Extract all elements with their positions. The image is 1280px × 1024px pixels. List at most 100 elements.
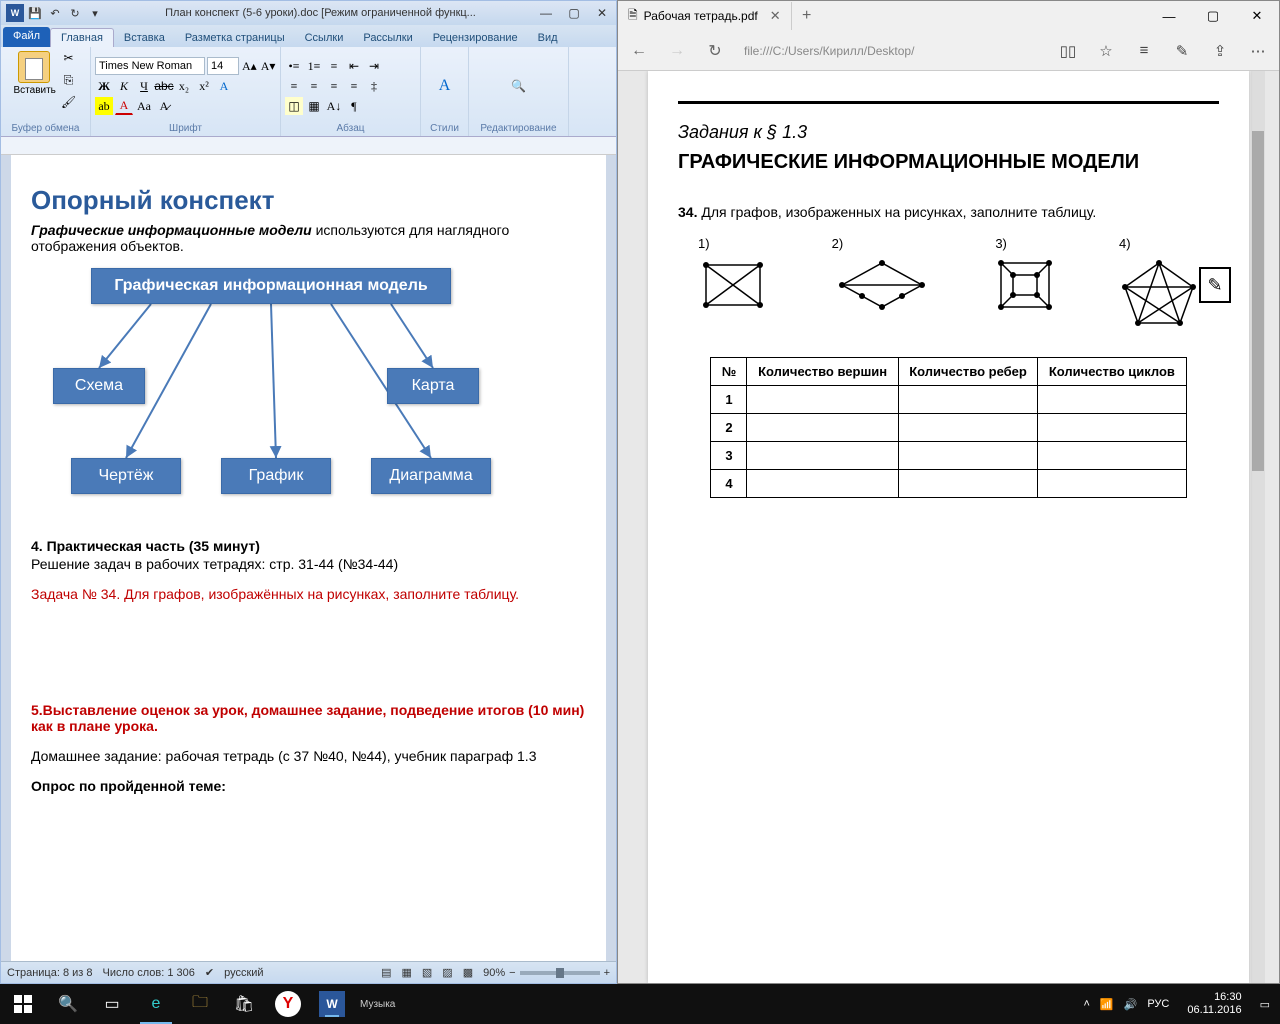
font-color-icon[interactable]: A — [115, 97, 133, 115]
tray-chevron-icon[interactable]: ˄ — [1083, 998, 1089, 1010]
highlight-icon[interactable]: ab — [95, 97, 113, 115]
superscript-button[interactable]: x² — [195, 77, 213, 95]
browser-tab[interactable]: 🗎 Рабочая тетрадь.pdf ✕ — [618, 2, 792, 30]
line-spacing-icon[interactable]: ‡ — [365, 77, 383, 95]
font-name-input[interactable] — [95, 57, 205, 75]
tab-links[interactable]: Ссылки — [295, 29, 354, 47]
refresh-button[interactable]: ↻ — [700, 36, 730, 66]
sort-icon[interactable]: A↓ — [325, 97, 343, 115]
favorite-icon[interactable]: ☆ — [1091, 36, 1121, 66]
undo-icon[interactable]: ↶ — [46, 4, 64, 22]
status-page[interactable]: Страница: 8 из 8 — [7, 967, 93, 979]
taskbar-word-icon[interactable]: W — [319, 991, 345, 1017]
pdf-scrollbar[interactable] — [1251, 71, 1265, 983]
new-tab-button[interactable]: + — [792, 7, 822, 25]
task-text: Для графов, изображенных на рисунках, за… — [701, 204, 1096, 220]
tray-volume-icon[interactable]: 🔊 — [1124, 998, 1138, 1011]
taskbar-explorer-icon[interactable]: 🗀 — [178, 984, 222, 1024]
align-left-icon[interactable]: ≡ — [285, 77, 303, 95]
cut-icon[interactable]: ✂ — [60, 49, 78, 67]
grow-font-icon[interactable]: A▴ — [241, 57, 258, 75]
th-vertices: Количество вершин — [747, 358, 898, 386]
italic-button[interactable]: К — [115, 77, 133, 95]
tab-view[interactable]: Вид — [528, 29, 568, 47]
notifications-icon[interactable]: ▭ — [1260, 998, 1270, 1011]
search-icon[interactable]: 🔍 — [46, 984, 90, 1024]
status-words[interactable]: Число слов: 1 306 — [103, 967, 195, 979]
redo-icon[interactable]: ↻ — [66, 4, 84, 22]
zoom-out-icon[interactable]: − — [509, 967, 515, 979]
tab-insert[interactable]: Вставка — [114, 29, 175, 47]
font-size-input[interactable] — [207, 57, 239, 75]
minimize-button[interactable]: — — [532, 3, 560, 23]
edge-minimize-button[interactable]: — — [1147, 2, 1191, 30]
pdf-viewport[interactable]: Задания к § 1.3 ГРАФИЧЕСКИЕ ИНФОРМАЦИОНН… — [618, 71, 1279, 983]
borders-icon[interactable]: ▦ — [305, 97, 323, 115]
view-web-icon[interactable]: ▧ — [422, 966, 432, 979]
taskbar-store-icon[interactable]: 🛍 — [222, 984, 266, 1024]
forward-button[interactable]: → — [662, 36, 692, 66]
strike-button[interactable]: abc — [155, 77, 173, 95]
styles-icon[interactable]: A — [430, 71, 460, 101]
hub-icon[interactable]: ≡ — [1129, 36, 1159, 66]
subscript-button[interactable]: x₂ — [175, 77, 193, 95]
align-right-icon[interactable]: ≡ — [325, 77, 343, 95]
edge-close-button[interactable]: ✕ — [1235, 2, 1279, 30]
taskbar-yandex-icon[interactable]: Y — [275, 991, 301, 1017]
change-case-icon[interactable]: Aa — [135, 97, 153, 115]
bold-button[interactable]: Ж — [95, 77, 113, 95]
task-view-icon[interactable]: ▭ — [90, 984, 134, 1024]
show-marks-icon[interactable]: ¶ — [345, 97, 363, 115]
tab-layout[interactable]: Разметка страницы — [175, 29, 295, 47]
address-bar[interactable]: file:///C:/Users/Кирилл/Desktop/ — [738, 44, 1045, 58]
indent-right-icon[interactable]: ⇥ — [365, 57, 383, 75]
copy-icon[interactable]: ⎘ — [60, 71, 78, 89]
view-print-icon[interactable]: ▤ — [381, 966, 391, 979]
reading-view-icon[interactable]: ▯▯ — [1053, 36, 1083, 66]
shrink-font-icon[interactable]: A▾ — [260, 57, 277, 75]
justify-icon[interactable]: ≡ — [345, 77, 363, 95]
save-icon[interactable]: 💾 — [26, 4, 44, 22]
notes-icon[interactable]: ✎ — [1167, 36, 1197, 66]
multilevel-icon[interactable]: ≡ — [325, 57, 343, 75]
paste-button[interactable]: Вставить — [14, 49, 54, 105]
start-button[interactable] — [0, 984, 46, 1024]
align-center-icon[interactable]: ≡ — [305, 77, 323, 95]
clock[interactable]: 16:30 06.11.2016 — [1179, 991, 1249, 1017]
zoom-control[interactable]: 90% − + — [483, 967, 610, 979]
format-painter-icon[interactable]: 🖌 — [60, 93, 78, 111]
maximize-button[interactable]: ▢ — [560, 3, 588, 23]
tray-wifi-icon[interactable]: 📶 — [1100, 998, 1114, 1011]
view-read-icon[interactable]: ▦ — [401, 966, 411, 979]
indent-left-icon[interactable]: ⇤ — [345, 57, 363, 75]
status-spell-icon[interactable]: ✔ — [205, 966, 214, 979]
file-tab[interactable]: Файл — [3, 27, 50, 47]
taskbar-edge-icon[interactable]: e — [134, 984, 178, 1024]
zoom-slider[interactable] — [520, 971, 600, 975]
share-icon[interactable]: ⇪ — [1205, 36, 1235, 66]
view-outline-icon[interactable]: ▨ — [442, 966, 452, 979]
zoom-in-icon[interactable]: + — [604, 967, 610, 979]
status-lang[interactable]: русский — [224, 967, 263, 979]
graph-2-label: 2) — [832, 236, 932, 251]
tab-close-icon[interactable]: ✕ — [770, 8, 781, 24]
underline-button[interactable]: Ч — [135, 77, 153, 95]
find-icon[interactable]: 🔍 — [504, 71, 534, 101]
tab-mailings[interactable]: Рассылки — [353, 29, 422, 47]
more-icon[interactable]: ⋯ — [1243, 36, 1273, 66]
edge-maximize-button[interactable]: ▢ — [1191, 2, 1235, 30]
bullets-icon[interactable]: •≡ — [285, 57, 303, 75]
text-effects-icon[interactable]: A — [215, 77, 233, 95]
document-area[interactable]: Опорный конспект Графические информацион… — [1, 155, 616, 961]
numbering-icon[interactable]: 1≡ — [305, 57, 323, 75]
shading-icon[interactable]: ◫ — [285, 97, 303, 115]
task-34: 34. Для графов, изображенных на рисунках… — [678, 204, 1219, 220]
view-draft-icon[interactable]: ▩ — [463, 966, 473, 979]
clear-format-icon[interactable]: A̷ — [155, 97, 173, 115]
tab-review[interactable]: Рецензирование — [423, 29, 528, 47]
close-button[interactable]: ✕ — [588, 3, 616, 23]
back-button[interactable]: ← — [624, 36, 654, 66]
tray-lang[interactable]: РУС — [1147, 998, 1169, 1010]
tab-home[interactable]: Главная — [50, 28, 114, 47]
qat-more-icon[interactable]: ▾ — [86, 4, 104, 22]
